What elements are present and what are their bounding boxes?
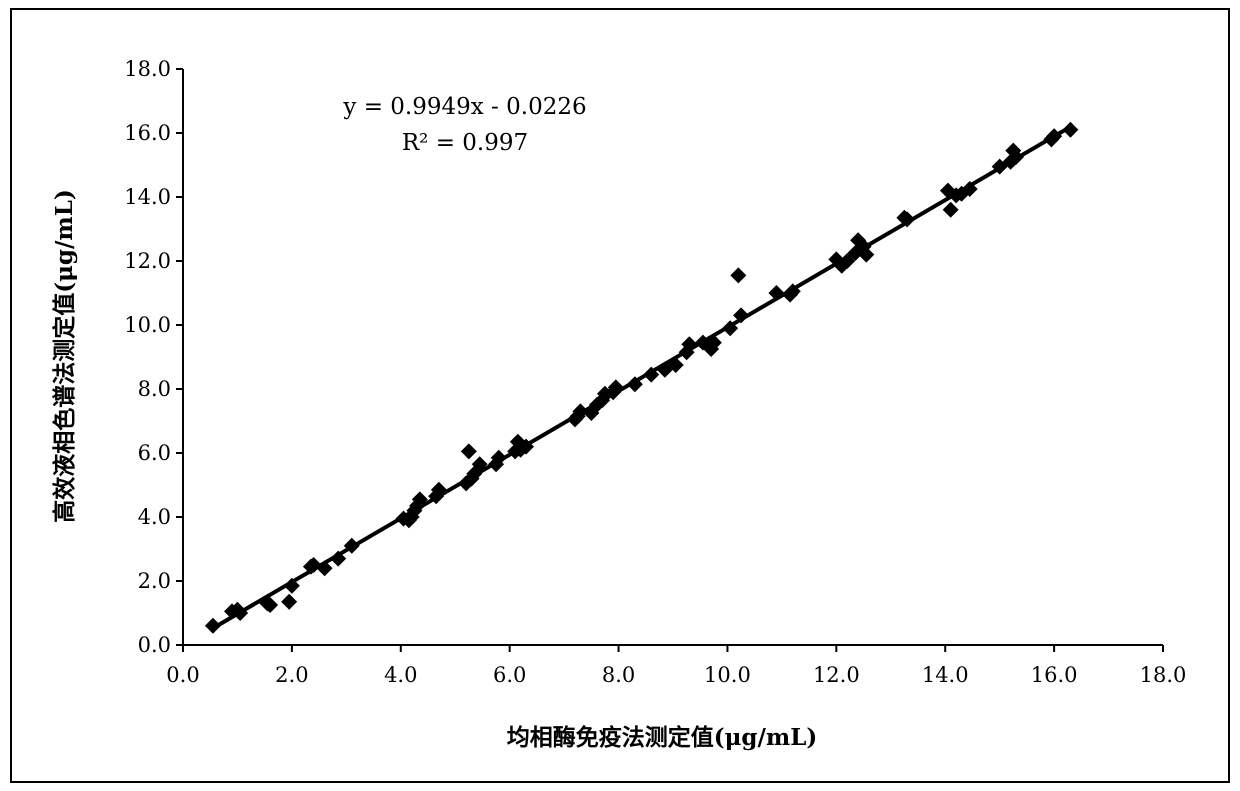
y-tick-label: 4.0: [138, 505, 171, 529]
y-tick-label: 10.0: [124, 313, 171, 337]
x-tick-label: 0.0: [166, 663, 199, 687]
data-point: [730, 267, 746, 283]
x-tick-label: 4.0: [384, 663, 417, 687]
y-tick-label: 0.0: [138, 633, 171, 657]
x-tick-label: 10.0: [704, 663, 751, 687]
x-tick-label: 6.0: [493, 663, 526, 687]
x-tick-label: 16.0: [1031, 663, 1078, 687]
data-point: [461, 443, 477, 459]
equation-label: y = 0.9949x - 0.0226: [342, 94, 586, 120]
y-axis-title: 高效液相色谱法测定值(μg/mL): [51, 189, 78, 523]
x-tick-label: 12.0: [813, 663, 860, 687]
y-axis-ticks: 0.0 2.0 4.0 6.0 8.0 10.0 12.0 14.0 16.0 18.0: [124, 57, 183, 657]
data-point: [281, 594, 297, 610]
y-tick-label: 16.0: [124, 121, 171, 145]
y-tick-label: 14.0: [124, 185, 171, 209]
x-tick-label: 18.0: [1140, 663, 1187, 687]
x-axis-title: 均相酶免疫法测定值(μg/mL): [507, 724, 818, 751]
data-point: [943, 202, 959, 218]
x-tick-label: 2.0: [275, 663, 308, 687]
r-squared-label: R² = 0.997: [402, 130, 528, 156]
x-axis-ticks: 0.0 2.0 4.0 6.0 8.0 10.0 12.0 14.0 16.0 18.0: [166, 645, 1186, 687]
x-tick-label: 14.0: [922, 663, 969, 687]
y-tick-label: 12.0: [124, 249, 171, 273]
x-tick-label: 8.0: [602, 663, 635, 687]
y-tick-label: 2.0: [138, 569, 171, 593]
y-tick-label: 8.0: [138, 377, 171, 401]
y-tick-label: 6.0: [138, 441, 171, 465]
y-tick-label: 18.0: [124, 57, 171, 81]
trendline: [213, 127, 1071, 628]
